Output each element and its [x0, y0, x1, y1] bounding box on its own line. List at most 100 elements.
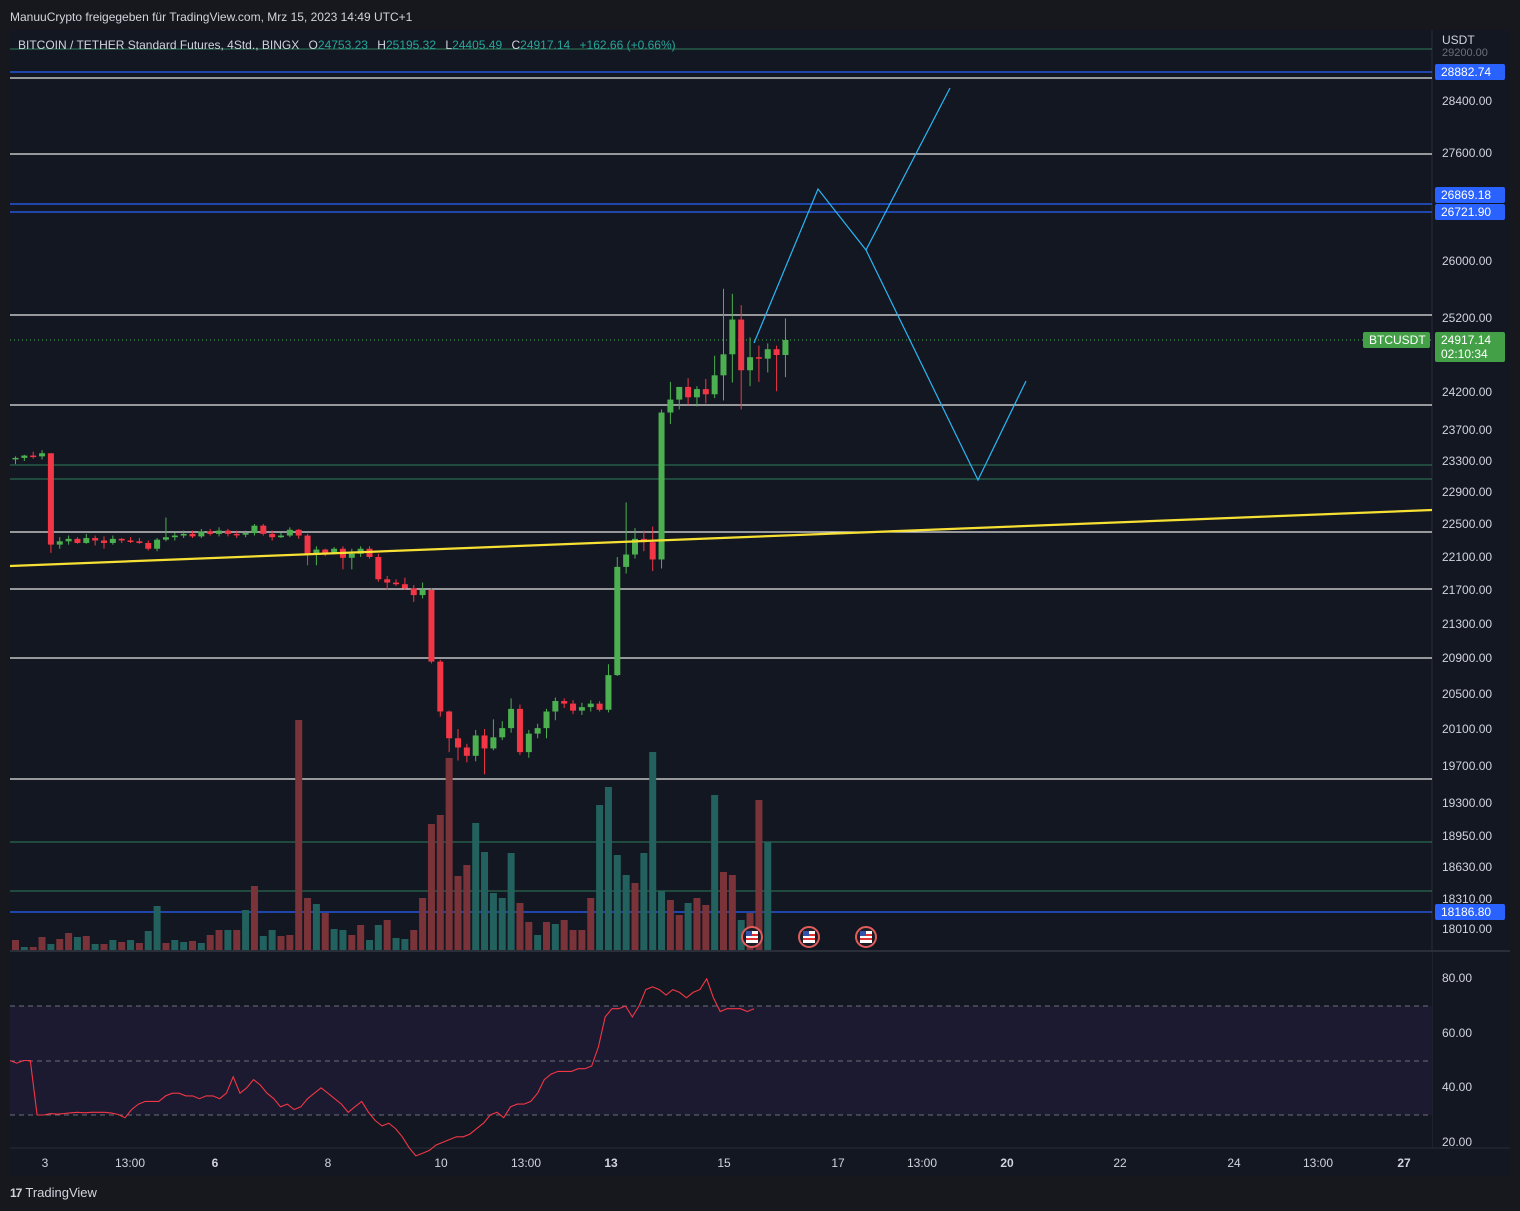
candle-body[interactable] — [313, 549, 320, 555]
candle-body[interactable] — [198, 531, 205, 537]
candle-body[interactable] — [233, 533, 240, 536]
candle-body[interactable] — [92, 538, 99, 541]
candle-body[interactable] — [30, 455, 37, 458]
candle-body[interactable] — [738, 319, 745, 371]
candle-body[interactable] — [21, 455, 28, 458]
candle-body[interactable] — [136, 541, 143, 543]
candle-body[interactable] — [278, 535, 284, 538]
candle-body[interactable] — [729, 319, 736, 355]
symbol-legend[interactable]: BITCOIN / TETHER Standard Futures, 4Std.… — [18, 38, 676, 52]
candle-body[interactable] — [525, 733, 532, 753]
candle-body[interactable] — [747, 357, 754, 371]
candle-body[interactable] — [189, 533, 196, 537]
candle-body[interactable] — [180, 533, 187, 536]
rsi-line[interactable] — [9, 977, 755, 1157]
candle-body[interactable] — [401, 584, 408, 589]
price-pane[interactable] — [10, 30, 1432, 950]
candle-body[interactable] — [304, 535, 311, 555]
candle-body[interactable] — [101, 540, 107, 543]
candle-body[interactable] — [65, 538, 72, 542]
yellow-trendline[interactable] — [9, 508, 1433, 568]
candle-body[interactable] — [578, 707, 585, 711]
candle-body[interactable] — [534, 728, 541, 734]
candle-body[interactable] — [12, 457, 19, 460]
price-tag-blue[interactable] — [1435, 904, 1505, 920]
candle-body[interactable] — [658, 412, 665, 560]
candle-body[interactable] — [508, 708, 515, 729]
candle-body[interactable] — [552, 701, 559, 712]
candle-body[interactable] — [251, 525, 258, 534]
candle-body[interactable] — [446, 711, 453, 739]
candle-body[interactable] — [242, 533, 249, 535]
candle-body[interactable] — [348, 553, 355, 558]
price-tag-blue[interactable] — [1435, 64, 1505, 80]
candle-body[interactable] — [74, 538, 81, 543]
candle-body[interactable] — [702, 389, 709, 395]
candle-body[interactable] — [773, 349, 780, 356]
candle-body[interactable] — [269, 533, 276, 538]
candle-body[interactable] — [649, 542, 656, 560]
candle-body[interactable] — [570, 703, 577, 711]
candle-body[interactable] — [516, 708, 523, 753]
candle-body[interactable] — [127, 540, 134, 543]
candle-body[interactable] — [463, 747, 470, 756]
candle-body[interactable] — [118, 538, 125, 541]
price-tag-blue[interactable] — [1435, 187, 1505, 203]
candle-body[interactable] — [286, 529, 293, 536]
candle-body[interactable] — [481, 735, 488, 749]
candle-body[interactable] — [490, 737, 497, 749]
candle-body[interactable] — [632, 538, 638, 555]
candle-body[interactable] — [455, 738, 461, 748]
tradingview-logo[interactable]: 17 TradingView — [10, 1185, 97, 1200]
current-price-tag[interactable] — [1435, 332, 1505, 362]
candle-body[interactable] — [216, 530, 223, 534]
candle-body[interactable] — [331, 548, 338, 554]
candle-body[interactable] — [676, 386, 683, 400]
candle-body[interactable] — [162, 537, 169, 540]
candle-body[interactable] — [83, 538, 90, 543]
candle-body[interactable] — [587, 703, 594, 708]
candle-body[interactable] — [393, 582, 400, 585]
candle-body[interactable] — [260, 525, 267, 534]
candle-body[interactable] — [145, 542, 152, 549]
candle-body[interactable] — [543, 711, 550, 729]
candle-body[interactable] — [207, 531, 214, 534]
candle-body[interactable] — [154, 539, 161, 549]
candle-body[interactable] — [755, 357, 762, 359]
candle-body[interactable] — [419, 590, 426, 596]
candle-body[interactable] — [499, 728, 506, 738]
candle-body[interactable] — [623, 554, 630, 567]
candle-body[interactable] — [428, 590, 435, 662]
candle-body[interactable] — [437, 661, 444, 712]
candle-body[interactable] — [596, 703, 603, 710]
candle-body[interactable] — [685, 386, 692, 398]
candle-body[interactable] — [667, 399, 674, 413]
candle-body[interactable] — [561, 701, 568, 704]
candle-body[interactable] — [782, 340, 789, 356]
candle-body[interactable] — [47, 453, 54, 545]
candle-body[interactable] — [171, 535, 178, 538]
candle-body[interactable] — [384, 579, 391, 583]
candle-body[interactable] — [472, 735, 479, 756]
symbol-tag[interactable] — [1363, 332, 1430, 348]
candle-body[interactable] — [693, 389, 700, 398]
candle-body[interactable] — [109, 538, 116, 543]
price-tag-blue[interactable] — [1435, 204, 1505, 220]
candle-body[interactable] — [224, 530, 231, 534]
candle-body[interactable] — [720, 354, 727, 376]
candle-body[interactable] — [605, 675, 612, 710]
candle-body[interactable] — [39, 453, 46, 457]
candle-body[interactable] — [375, 557, 382, 580]
candle-body[interactable] — [614, 566, 621, 676]
candle-body[interactable] — [410, 588, 417, 596]
projection-path-down[interactable] — [865, 249, 1027, 482]
candle-body[interactable] — [711, 375, 718, 395]
candle-body[interactable] — [56, 541, 63, 545]
candle-body[interactable] — [322, 549, 329, 554]
time-axis[interactable] — [10, 1148, 1510, 1176]
candle-body[interactable] — [295, 529, 302, 536]
volume-bar — [20, 947, 28, 950]
projection-path-up[interactable] — [753, 87, 951, 344]
candle-body[interactable] — [764, 349, 771, 359]
